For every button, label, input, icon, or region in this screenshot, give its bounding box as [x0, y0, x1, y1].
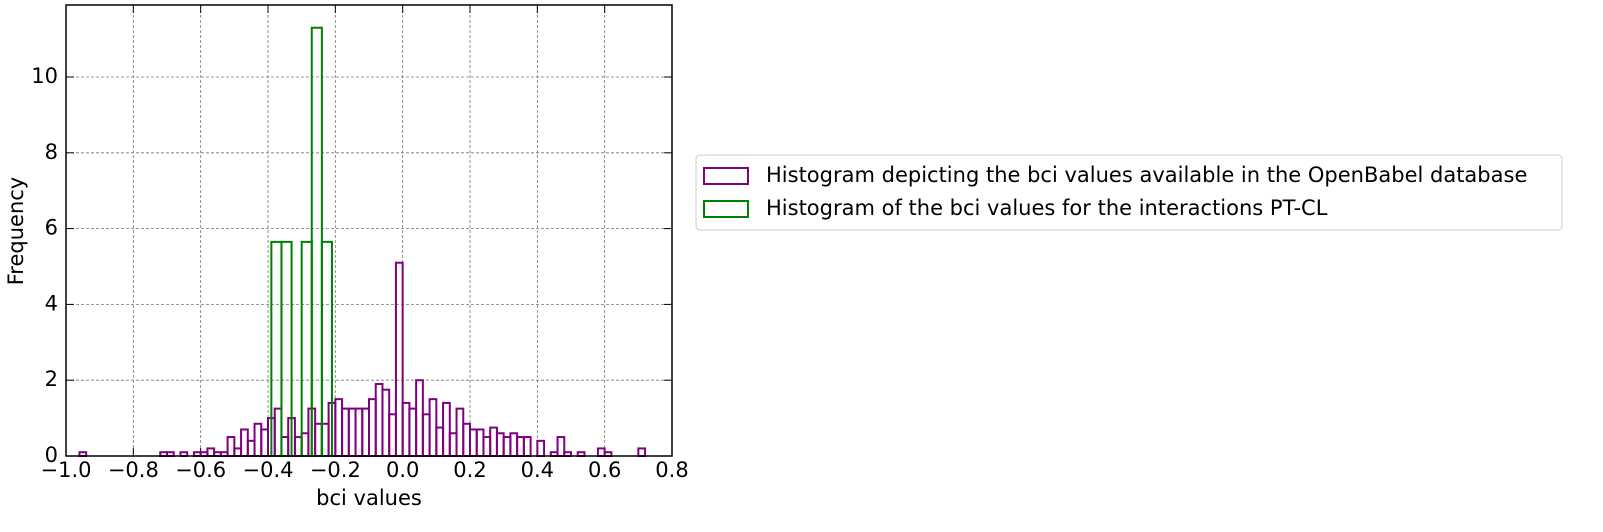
histogram-bar	[253, 422, 263, 457]
legend-label: Histogram depicting the bci values avail…	[766, 163, 1527, 187]
y-tick-label: 4	[45, 291, 58, 315]
y-tick-label: 2	[45, 367, 58, 391]
histogram-bar	[401, 401, 411, 457]
histogram-bar	[226, 436, 236, 457]
histogram-bar	[509, 432, 519, 457]
histogram-bar	[482, 436, 492, 457]
histogram-bar	[455, 407, 465, 457]
histogram-bar	[448, 432, 458, 457]
histogram-bar	[435, 426, 445, 457]
histogram-bar	[637, 447, 647, 457]
histogram-bar	[428, 398, 438, 458]
histogram-bar	[361, 407, 370, 457]
histogram-bar	[334, 398, 344, 458]
histogram-bar	[320, 422, 330, 457]
x-tick-label: −0.8	[108, 458, 159, 482]
y-tick-label: 8	[45, 140, 58, 164]
histogram-bar	[293, 436, 303, 457]
y-tick-label: 6	[45, 216, 58, 240]
legend-label: Histogram of the bci values for the inte…	[766, 196, 1328, 220]
histogram-bar	[240, 428, 249, 457]
histogram-bar	[270, 240, 283, 457]
histogram-bar	[260, 428, 269, 457]
histogram-bar	[442, 401, 451, 457]
x-tick-label: −1.0	[41, 458, 92, 482]
histogram-bar	[522, 436, 532, 457]
histogram-bar	[300, 432, 310, 457]
histogram-bar	[408, 407, 418, 457]
histogram-bar	[354, 407, 364, 457]
legend-box	[695, 154, 1563, 231]
x-tick-label: 0.0	[386, 458, 419, 482]
x-tick-label: −0.4	[243, 458, 294, 482]
histogram-bar	[374, 382, 384, 458]
y-axis-label: Frequency	[4, 177, 28, 286]
histogram-bar	[489, 426, 498, 457]
histogram-bar	[314, 422, 323, 457]
histogram-bar	[273, 407, 283, 457]
x-axis-label: bci values	[316, 486, 422, 510]
histogram-bar	[475, 428, 485, 457]
histogram-bar	[206, 447, 216, 457]
histogram-bar	[347, 407, 357, 457]
x-tick-label: −0.6	[175, 458, 226, 482]
x-tick-label: −0.2	[310, 458, 361, 482]
y-tick-label: 10	[31, 64, 58, 88]
histogram-bar	[495, 432, 505, 457]
histogram-bar	[516, 436, 525, 457]
histogram-bar	[368, 398, 377, 458]
histogram-bar	[388, 413, 397, 457]
histogram-bar	[502, 436, 512, 457]
histogram-bar	[310, 26, 323, 457]
histogram-bar	[394, 261, 404, 458]
plot-frame	[65, 4, 673, 457]
histogram-bar	[280, 240, 293, 457]
x-tick-label: 0.6	[588, 458, 621, 482]
legend-swatch	[703, 200, 749, 218]
histogram-bar	[233, 447, 243, 457]
histogram-bar	[280, 436, 290, 457]
histogram-bar	[341, 407, 350, 457]
histogram-bar	[381, 388, 391, 458]
histogram-bar	[536, 439, 546, 457]
x-tick-label: 0.8	[655, 458, 688, 482]
histogram-bar	[415, 379, 424, 458]
histogram-bar	[421, 413, 431, 457]
x-tick-label: 0.4	[521, 458, 554, 482]
histogram-bar	[469, 428, 478, 457]
histogram-bar	[462, 422, 471, 457]
x-tick-label: 0.2	[453, 458, 486, 482]
legend-swatch	[703, 167, 749, 185]
histogram-bar	[556, 436, 566, 457]
y-tick-label: 0	[45, 443, 58, 467]
histogram-bar	[300, 240, 313, 457]
histogram-bar	[246, 439, 256, 457]
histogram-bar	[596, 447, 606, 457]
